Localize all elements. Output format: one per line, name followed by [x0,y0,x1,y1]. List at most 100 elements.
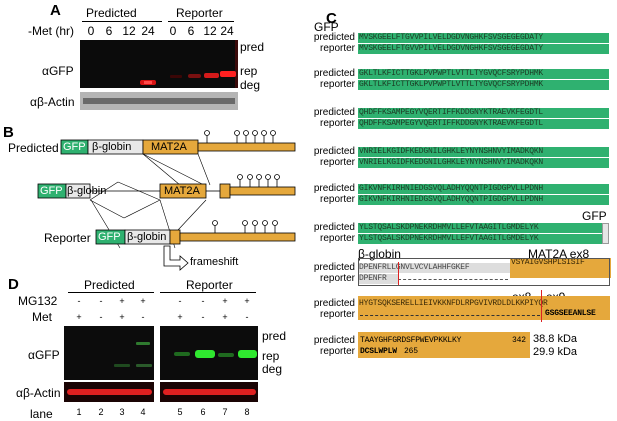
timepoint: 6 [187,24,195,38]
panel-d-label: D [8,276,19,293]
actin-blot-a [80,92,238,110]
gfp-blot-a [80,40,238,88]
actin-blot-d [64,382,258,402]
row-label-predicted: predicted [313,107,355,118]
seq-rep: DCSLWPLW [360,347,397,356]
band-deg-lane3 [114,364,130,367]
lane-number: 1 [76,407,82,417]
met-mark: + [76,312,82,322]
lane-number: 8 [244,407,250,417]
met-mark: - [99,312,103,322]
seq-pred-num: 342 [512,336,526,345]
band-rep-lane8 [238,350,257,358]
row-label-predicted: predicted [313,298,355,309]
size-predicted: 38.8 kDa [533,333,578,345]
timepoint: 24 [141,24,155,38]
group-reporter-label: Reporter [176,6,223,20]
size-reporter: 29.9 kDa [533,346,578,358]
seq-pred: HYGTSQKSERELLIEIVKKNFDLRPGVIVRDLDLKKPIYQ… [359,299,548,308]
mg132-mark: + [119,296,125,306]
mg132-mark: + [140,296,146,306]
row-label-predicted: predicted [313,32,355,43]
gfp-blot-d [64,326,258,380]
mg132-mark: - [99,296,103,306]
band-rep-12h [204,73,219,78]
row-label-reporter: reporter [319,194,355,205]
lane-number: 3 [119,407,125,417]
band-pred-lane4 [136,342,150,345]
row-label-reporter: reporter [319,79,355,90]
panel-b-label: B [3,124,14,141]
mid-globin-text: β-globin [67,185,107,197]
predicted-group-line-d [68,292,154,293]
met-mark: - [201,312,205,322]
band-rep-6h [188,74,201,78]
seq-pred: GIKVNFKIRHNIEDGSVQLADHYQQNTPIGDGPVLLPDNH [358,184,609,194]
seq-rep: GKLTLKFICTTGKLPVPWPTLVTTLTYGVQCFSRYPDHMK [358,80,609,90]
seq-rep: QHDFFKSAMPEGYVQERTIFFKDDGNYKTRAEVKFEGDTL [358,119,609,129]
seq-rep: YLSTQSALSKDPNEKRDHMVLLEFVTAAGITLGMDELYK [358,234,603,244]
seq-rep: MVSKGEELFTGVVPILVELDGDVNGHKFSVSGEGEGDATY [358,44,609,54]
row-label-reporter: reporter [319,346,355,357]
seq-pred: VNRIELKGIDFKEDGNILGHKLEYNYNSHNVYIMADKQKN [358,147,609,157]
band-core [144,81,152,84]
reporter-group-line [168,21,234,22]
lane-number: 6 [200,407,206,417]
seq-pred: GKLTLKFICTTGKLPVPWPTLVTTLTYGVQCFSRYPDHMK [358,69,609,79]
row-label-predicted: predicted [313,146,355,157]
mg132-mark: + [222,296,228,306]
met-label-d: Met [32,310,53,324]
timepoint: 6 [105,24,113,38]
band-label-deg-d: deg [262,362,283,376]
block7-frame [358,258,610,286]
seq-rep: GIKVNFKIRHNIEDGSVQLADHYQQNTPIGDGPVLLPDNH [358,195,609,205]
pred-tail [197,142,296,152]
group-reporter-label-d: Reporter [186,278,233,292]
seq-pred: QHDFFKSAMPEGYVQERTIFFKDDGNYKTRAEVKFEGDTL [358,108,609,118]
row-label-reporter: reporter [319,273,355,284]
row-label-reporter: reporter [319,43,355,54]
exon-boundary-line [541,290,542,322]
row-label-predicted: predicted [313,183,355,194]
seq-pred: YLSTQSALSKDPNEKRDHMVLLEFVTAAGITLGMDELYK [358,223,603,233]
panel-c-label: C [326,10,337,27]
mg132-mark: - [201,296,205,306]
timepoint: 12 [122,24,136,38]
rep-gap-line [360,315,540,316]
row-label-predicted: predicted [313,262,355,273]
predicted-construct-label: Predicted [8,141,59,155]
pred-globin-text: β-globin [92,141,132,153]
row-label-predicted: predicted [313,335,355,346]
band-rep-lane5 [174,352,190,356]
band-rep-lane6 [195,350,215,358]
row-label-reporter: reporter [319,233,355,244]
pred-mat2a-text: MAT2A [151,141,187,153]
band-deg-lane4 [136,364,152,367]
timepoint: 12 [203,24,217,38]
agfp-label-d: αGFP [28,348,60,362]
group-predicted-label: Predicted [86,6,137,20]
rep-gfp-text: GFP [98,231,121,243]
rep-globin-text: β-globin [127,231,167,243]
seq-rep-tail: GSGSEEANLSE [545,309,596,318]
lane-label: lane [30,407,53,421]
mg132-label: MG132 [18,294,58,308]
lane-number: 7 [222,407,228,417]
row-label-predicted: predicted [313,68,355,79]
band-rep-lane7 [218,353,234,357]
band-label-pred: pred [240,40,265,54]
seq-pred-mat2a: VSYAIGVSHPLSISIF [510,258,611,278]
row-label-reporter: reporter [319,309,355,320]
band-label-pred-d: pred [262,329,287,343]
mat2a-ex8-label: MAT2A ex8 [528,247,590,261]
mg132-mark: - [178,296,182,306]
met-mark: + [222,312,228,322]
seq-rep-globin: DPENFR [358,274,399,284]
frameshift-arrow-icon [163,245,189,271]
mid-mat2a-text: MAT2A [164,185,200,197]
met-mark: + [119,312,125,322]
met-mark: - [245,312,249,322]
mid-gfp-text: GFP [40,185,63,197]
gfp-header: GFP [314,20,339,34]
band-rep-24h [220,71,236,77]
